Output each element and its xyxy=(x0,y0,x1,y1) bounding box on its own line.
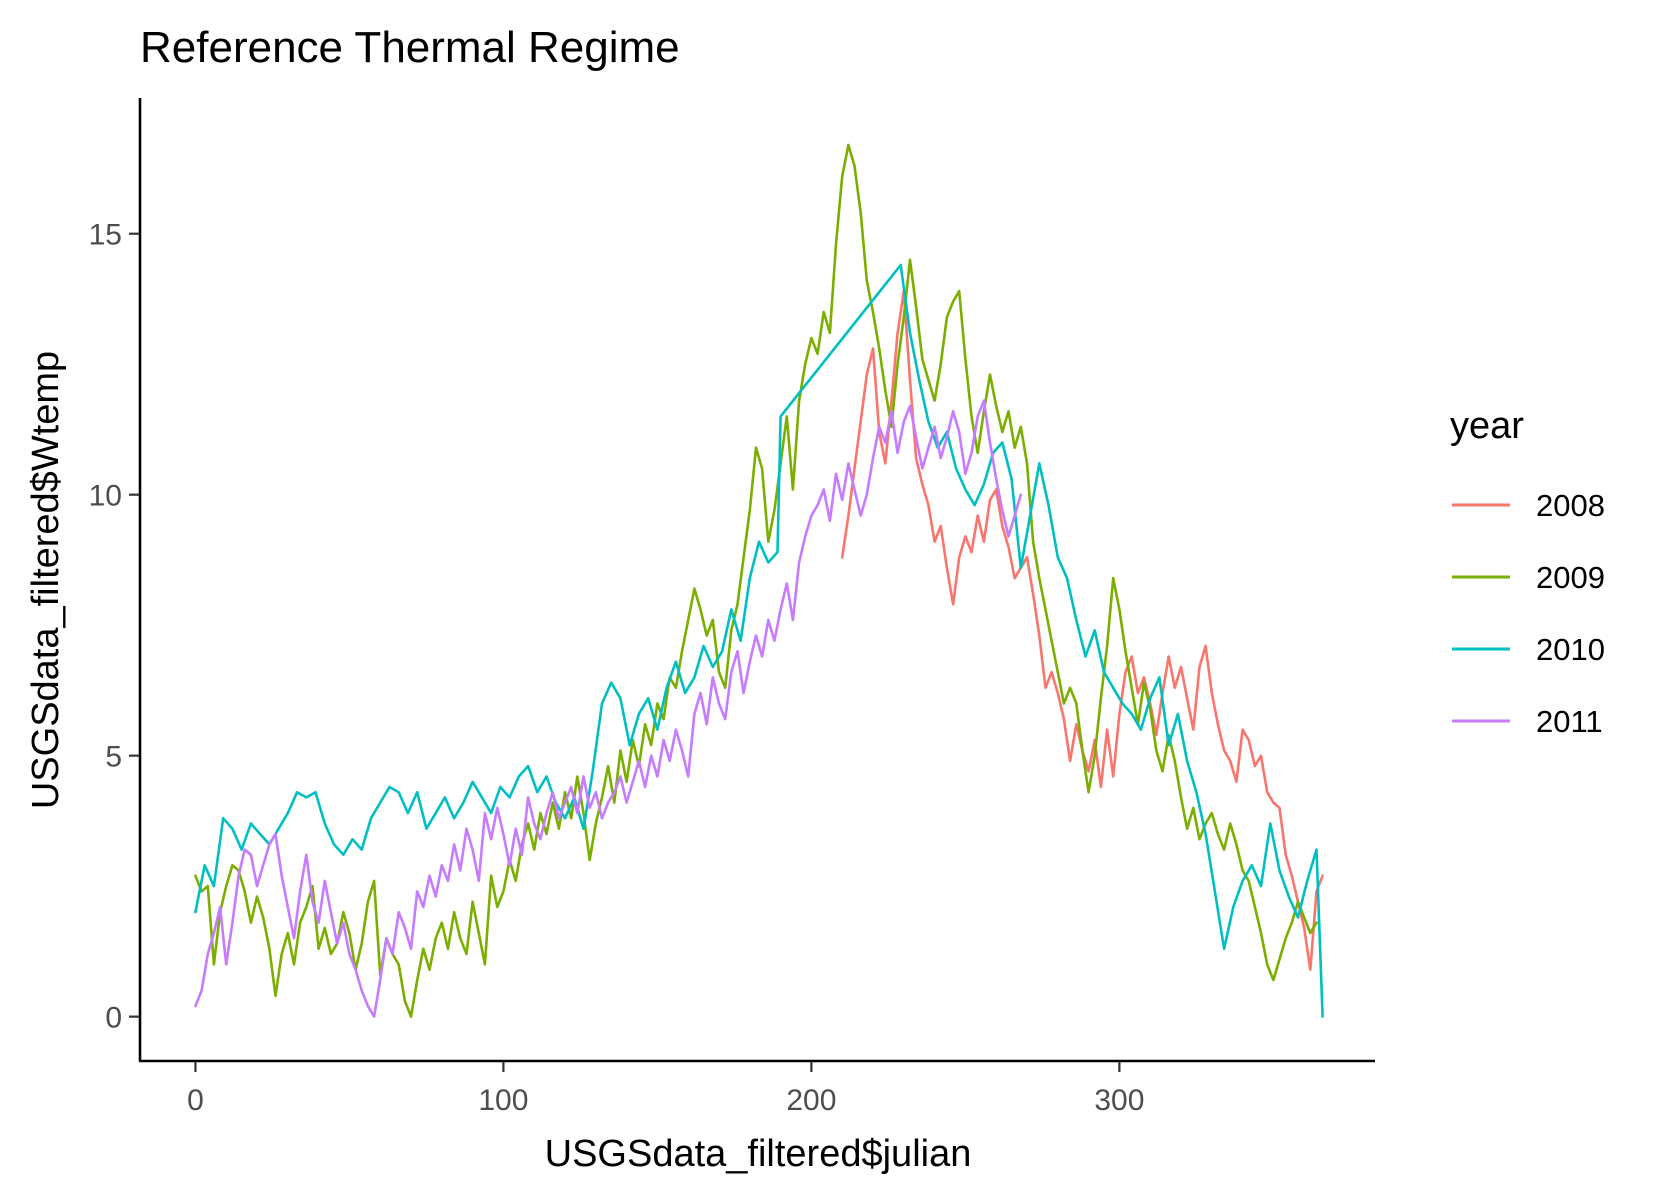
legend-label-2011: 2011 xyxy=(1536,704,1603,739)
x-axis-title: USGSdata_filtered$julian xyxy=(545,1133,972,1175)
chart-title: Reference Thermal Regime xyxy=(140,23,680,72)
y-axis-title: USGSdata_filtered$Wtemp xyxy=(25,351,67,809)
legend-title: year xyxy=(1450,405,1524,447)
y-tick-label-0: 0 xyxy=(105,1002,122,1035)
x-tick-label-0: 0 xyxy=(187,1084,204,1117)
x-tick-label-100: 100 xyxy=(478,1084,528,1117)
x-tick-label-200: 200 xyxy=(786,1084,836,1117)
series-line-2009 xyxy=(194,143,1318,1018)
series-line-2010 xyxy=(194,263,1324,1018)
y-tick-label-15: 15 xyxy=(89,219,122,252)
legend-label-2010: 2010 xyxy=(1536,632,1605,667)
x-axis-ticks: 0 100 200 300 xyxy=(187,1062,1144,1117)
legend: year 2008 2009 2010 2011 xyxy=(1450,405,1605,739)
series-line-2011 xyxy=(194,399,1023,1018)
series-layer xyxy=(194,143,1324,1018)
y-axis-ticks: 0 5 10 15 xyxy=(89,219,139,1035)
legend-label-2008: 2008 xyxy=(1536,488,1605,523)
legend-label-2009: 2009 xyxy=(1536,560,1605,595)
y-tick-label-5: 5 xyxy=(105,741,122,774)
x-tick-label-300: 300 xyxy=(1094,1084,1144,1117)
y-tick-label-10: 10 xyxy=(89,480,122,513)
